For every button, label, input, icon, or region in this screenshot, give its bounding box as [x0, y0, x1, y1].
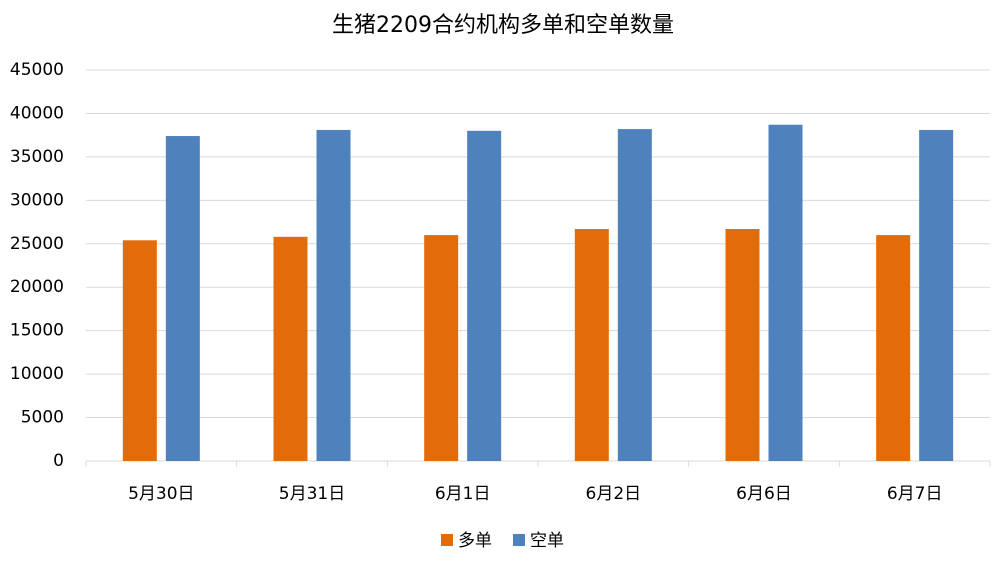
bar: [165, 136, 200, 461]
bar: [574, 229, 609, 461]
bar: [273, 236, 308, 461]
y-tick-label: 0: [53, 451, 64, 471]
x-tick-label: 5月31日: [279, 484, 345, 504]
legend-swatch: [441, 534, 453, 546]
bar: [617, 129, 652, 461]
y-tick-label: 30000: [10, 190, 64, 210]
legend-label: 多单: [458, 531, 492, 551]
legend-label: 空单: [530, 531, 564, 551]
x-tick-label: 6月6日: [736, 484, 792, 504]
bar: [725, 229, 760, 461]
bar: [876, 235, 911, 461]
y-tick-label: 15000: [10, 321, 64, 341]
x-tick-label: 6月7日: [887, 484, 943, 504]
y-tick-label: 20000: [10, 277, 64, 297]
y-tick-label: 40000: [10, 103, 64, 123]
x-tick-label: 5月30日: [128, 484, 194, 504]
legend-swatch: [513, 534, 525, 546]
x-tick-label: 6月1日: [435, 484, 491, 504]
y-tick-label: 35000: [10, 147, 64, 167]
y-tick-label: 45000: [10, 60, 64, 80]
bar: [768, 124, 803, 462]
y-tick-label: 10000: [10, 364, 64, 384]
bar: [122, 240, 157, 461]
bar: [424, 235, 459, 461]
x-tick-label: 6月2日: [586, 484, 642, 504]
chart-title: 生猪2209合约机构多单和空单数量: [332, 13, 674, 38]
bar: [316, 129, 351, 461]
bar: [467, 130, 502, 462]
bar: [919, 129, 954, 461]
y-tick-label: 5000: [21, 408, 64, 428]
y-tick-label: 25000: [10, 234, 64, 254]
